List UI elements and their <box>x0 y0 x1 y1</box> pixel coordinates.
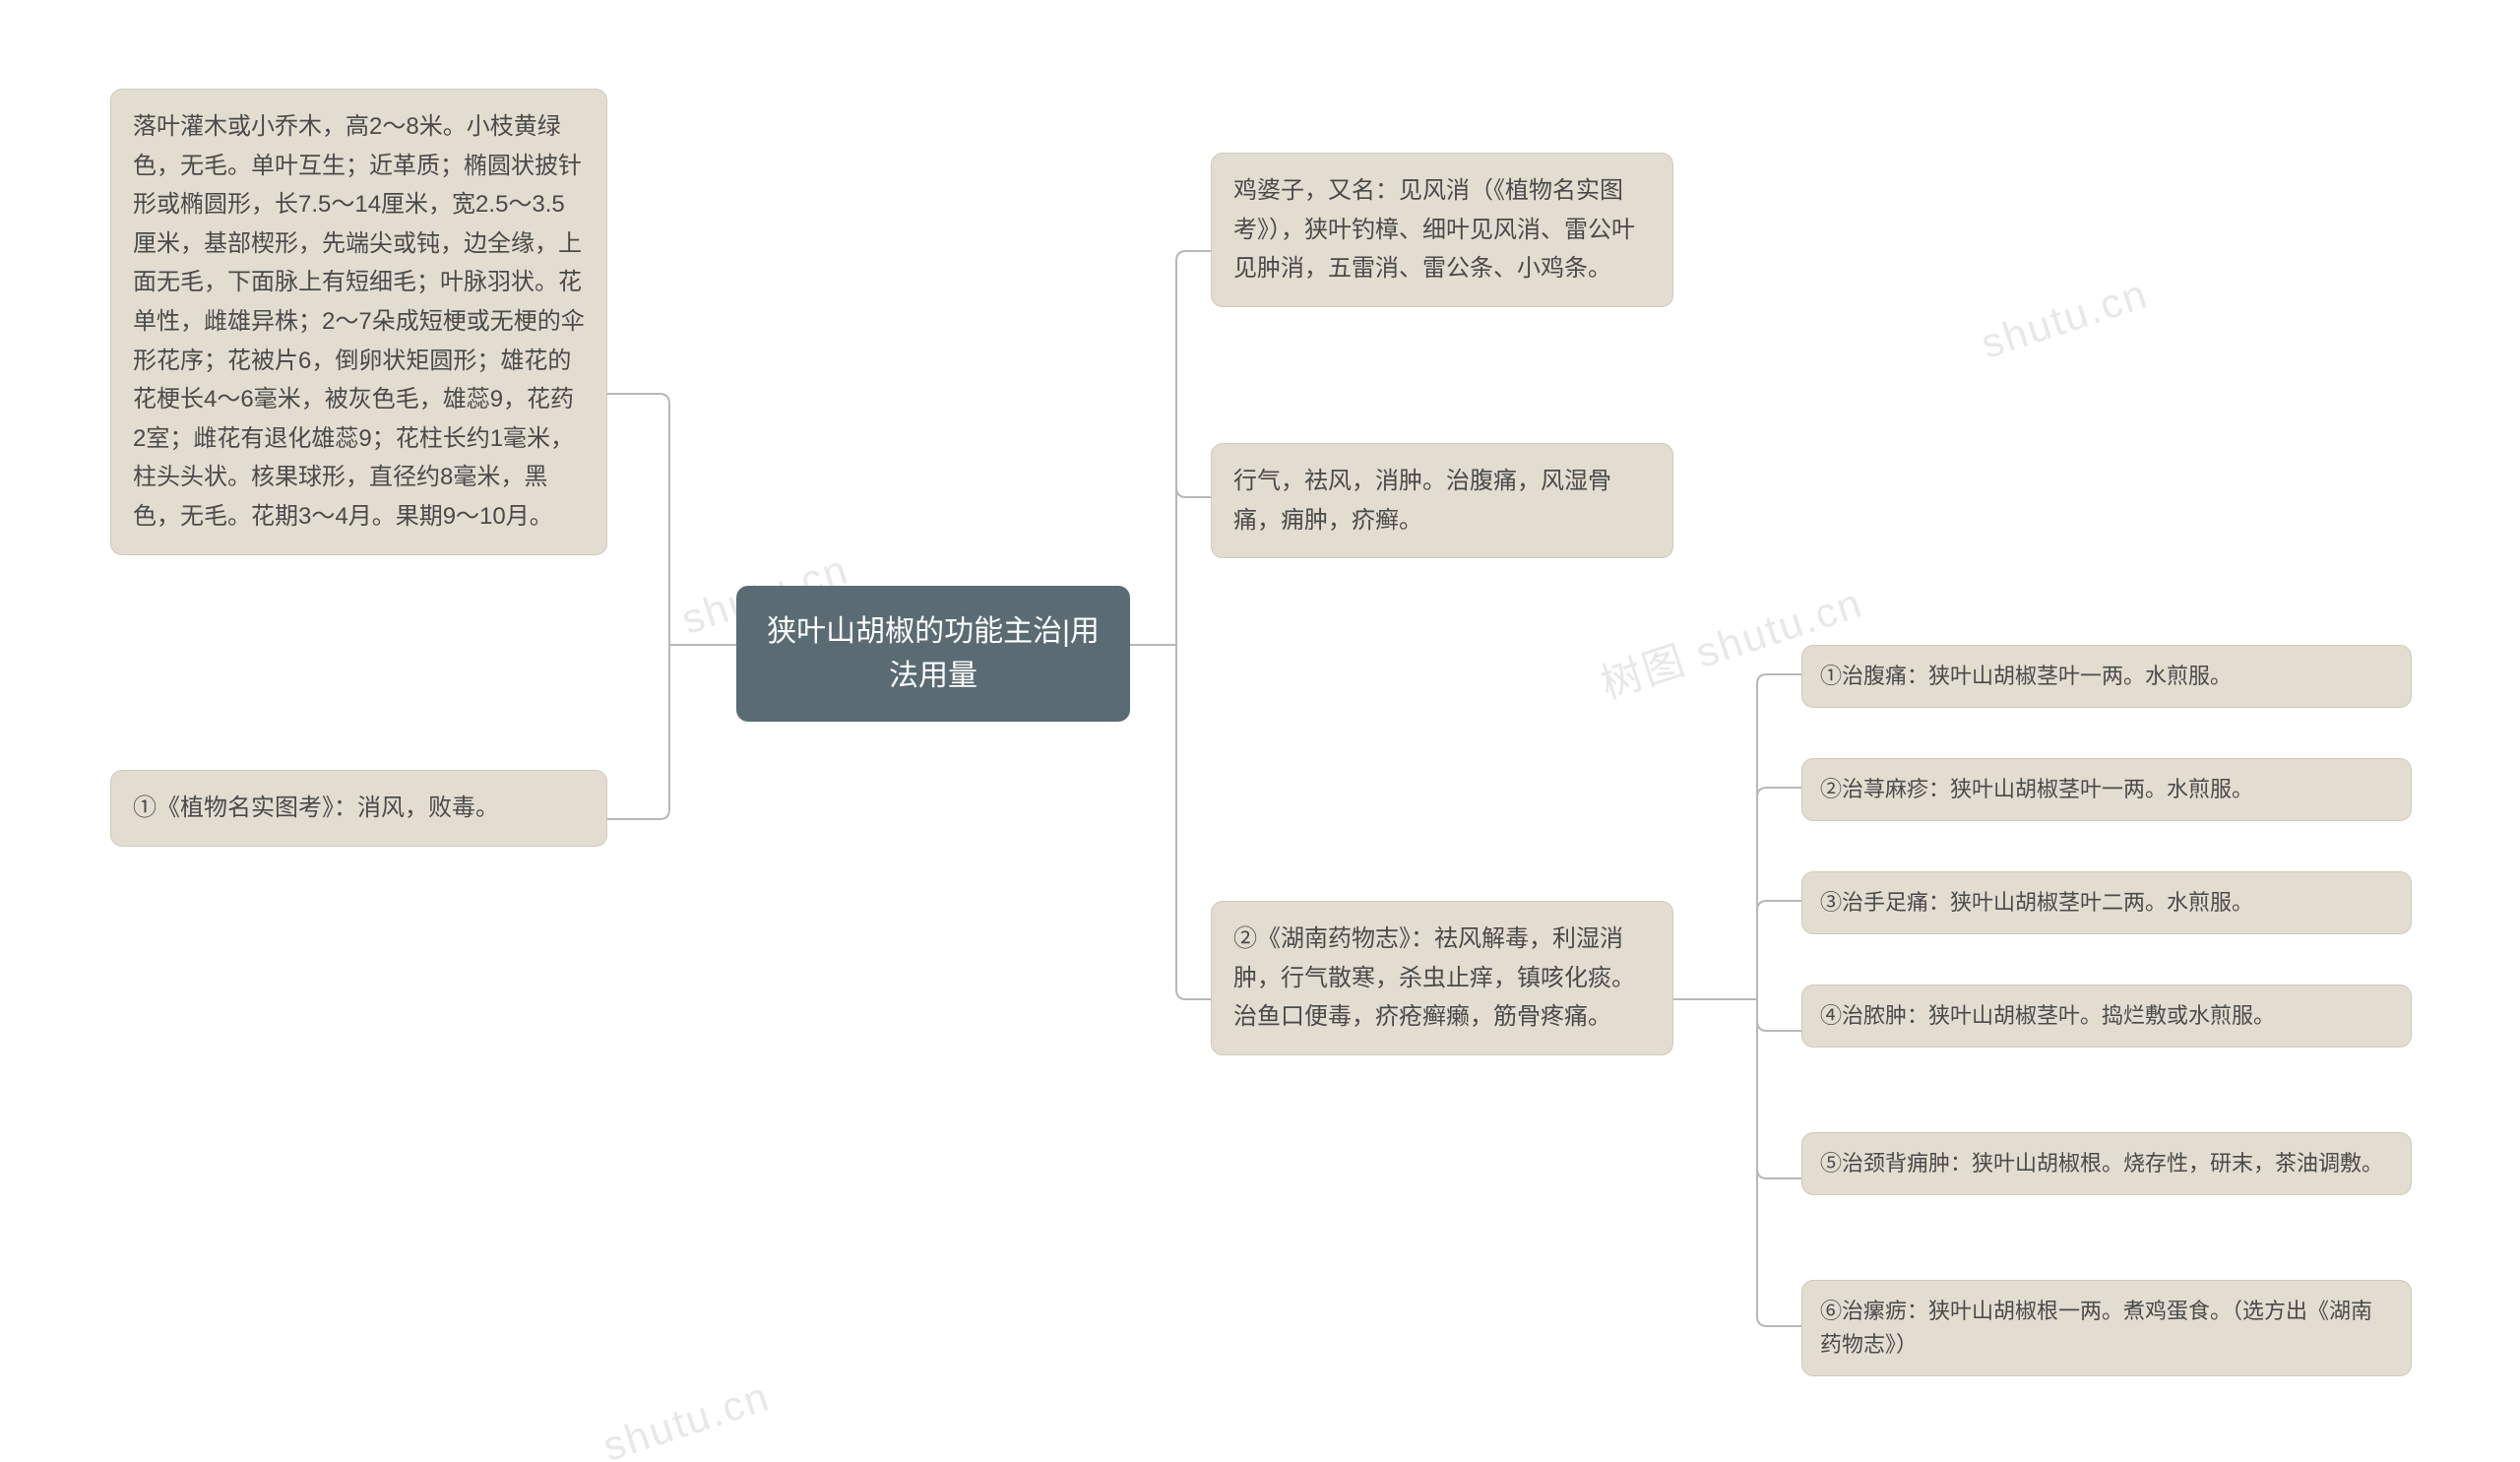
prescription-6[interactable]: ⑥治瘰疬：狭叶山胡椒根一两。煮鸡蛋食。（选方出《湖南药物志》） <box>1801 1280 2412 1376</box>
right-node-functions[interactable]: 行气，祛风，消肿。治腹痛，风湿骨痛，痈肿，疥癣。 <box>1211 443 1673 558</box>
left-node-description[interactable]: 落叶灌木或小乔木，高2～8米。小枝黄绿色，无毛。单叶互生；近革质；椭圆状披针形或… <box>110 89 607 555</box>
prescription-5[interactable]: ⑤治颈背痈肿：狭叶山胡椒根。烧存性，研末，茶油调敷。 <box>1801 1132 2412 1195</box>
left-node-source1[interactable]: ①《植物名实图考》：消风，败毒。 <box>110 770 607 847</box>
right-node-hunan[interactable]: ②《湖南药物志》：祛风解毒，利湿消肿，行气散寒，杀虫止痒，镇咳化痰。治鱼口便毒，… <box>1211 901 1673 1055</box>
prescription-3[interactable]: ③治手足痛：狭叶山胡椒茎叶二两。水煎服。 <box>1801 871 2412 934</box>
prescription-4[interactable]: ④治脓肿：狭叶山胡椒茎叶。捣烂敷或水煎服。 <box>1801 985 2412 1048</box>
watermark: shutu.cn <box>598 1372 776 1462</box>
prescription-2[interactable]: ②治荨麻疹：狭叶山胡椒茎叶一两。水煎服。 <box>1801 758 2412 821</box>
center-node[interactable]: 狭叶山胡椒的功能主治|用法用量 <box>736 586 1130 722</box>
right-node-aliases[interactable]: 鸡婆子，又名：见风消（《植物名实图考》），狭叶钓樟、细叶见风消、雷公叶见肿消，五… <box>1211 153 1673 307</box>
watermark: shutu.cn <box>1976 270 2154 368</box>
prescription-1[interactable]: ①治腹痛：狭叶山胡椒茎叶一两。水煎服。 <box>1801 645 2412 708</box>
